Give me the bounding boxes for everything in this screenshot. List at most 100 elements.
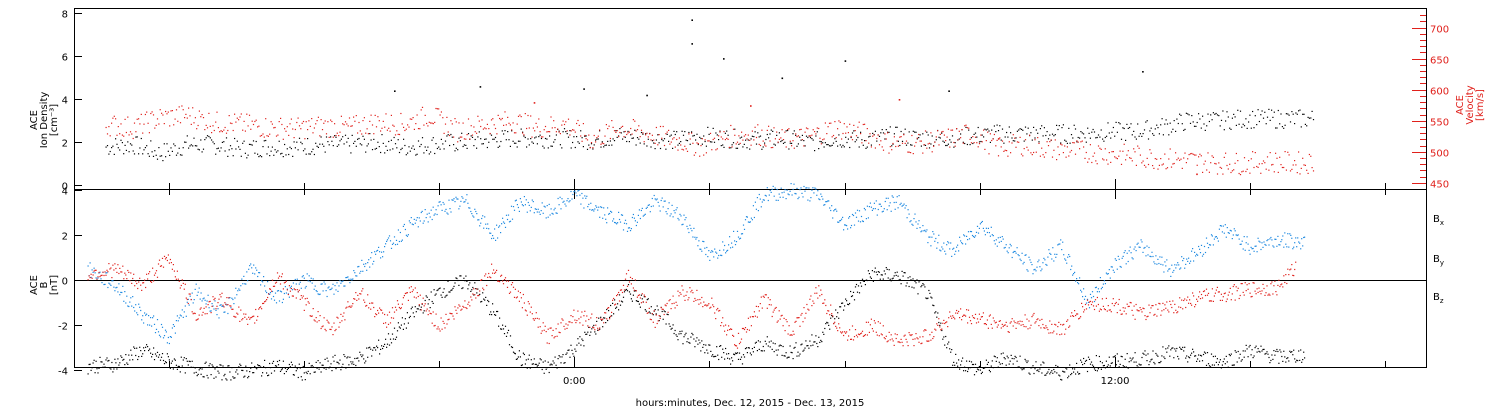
density-point xyxy=(265,139,267,142)
by-point xyxy=(1286,246,1288,248)
density-point xyxy=(711,141,713,143)
by-point xyxy=(779,196,781,198)
velocity-point xyxy=(533,102,536,104)
velocity-point xyxy=(1039,155,1041,157)
bx-point xyxy=(609,316,611,318)
bz-point xyxy=(395,309,398,311)
bx-point xyxy=(951,349,953,351)
density-point xyxy=(1206,125,1208,127)
by-point xyxy=(386,240,388,242)
bx-point xyxy=(966,360,968,362)
bx-point xyxy=(1091,364,1094,366)
bz-point xyxy=(702,306,704,308)
by-point xyxy=(982,227,984,229)
bz-point xyxy=(435,313,437,315)
by-point xyxy=(887,197,889,199)
by-point xyxy=(441,209,443,211)
velocity-point xyxy=(803,145,805,147)
bz-point xyxy=(699,298,701,301)
bx-point xyxy=(948,341,950,343)
bx-point xyxy=(1212,355,1214,358)
bz-point xyxy=(460,309,462,311)
density-point xyxy=(193,137,195,139)
bz-point xyxy=(293,288,295,290)
density-point xyxy=(177,152,179,154)
bx-point xyxy=(1053,368,1055,371)
density-point xyxy=(850,136,852,139)
by-point xyxy=(305,285,307,288)
bx-point xyxy=(571,349,573,351)
bx-point xyxy=(976,368,979,370)
velocity-point xyxy=(1222,173,1224,175)
velocity-point xyxy=(984,148,986,150)
density-point xyxy=(396,147,398,149)
bx-point xyxy=(1271,354,1273,356)
velocity-point xyxy=(887,132,889,134)
by-point xyxy=(277,290,280,292)
bz-point xyxy=(190,299,192,301)
velocity-point xyxy=(334,123,336,125)
bz-point xyxy=(356,299,358,301)
density-point xyxy=(958,138,960,140)
density-point xyxy=(251,144,253,146)
x-tick-label: 12:00 xyxy=(1101,376,1130,387)
by-point xyxy=(812,187,814,189)
by-point xyxy=(1276,245,1278,247)
by-point xyxy=(1049,252,1051,254)
bx-point xyxy=(780,345,782,347)
by-point xyxy=(407,234,409,236)
by-point xyxy=(1053,260,1055,262)
density-point xyxy=(1149,130,1151,132)
bx-point xyxy=(1124,358,1126,360)
velocity-point xyxy=(359,130,361,132)
bz-point xyxy=(500,275,502,277)
velocity-point xyxy=(516,123,518,125)
bx-point xyxy=(1274,354,1276,356)
bx-point xyxy=(184,372,186,374)
by-point xyxy=(935,237,937,240)
bz-point xyxy=(130,272,132,274)
density-point xyxy=(738,143,740,145)
density-point xyxy=(301,143,303,145)
bz-point xyxy=(679,292,681,294)
bx-point xyxy=(828,324,830,326)
bx-point xyxy=(997,366,999,368)
bx-point xyxy=(353,363,355,365)
velocity-point xyxy=(397,133,399,135)
density-point xyxy=(1147,138,1150,140)
density-point xyxy=(1041,125,1043,127)
bx-point xyxy=(449,291,451,293)
density-point xyxy=(724,132,726,134)
bx-point xyxy=(87,373,89,375)
bx-point xyxy=(1103,364,1105,367)
bz-point xyxy=(335,328,337,331)
bx-point xyxy=(1296,359,1298,361)
bz-point xyxy=(349,305,351,307)
bx-point xyxy=(179,371,181,373)
density-point xyxy=(927,134,929,136)
by-point xyxy=(1123,252,1125,254)
bz-point xyxy=(216,305,218,307)
velocity-point xyxy=(182,109,184,111)
by-point xyxy=(388,235,391,237)
bx-point xyxy=(1192,348,1194,350)
bx-point xyxy=(774,343,776,345)
bz-point xyxy=(164,258,167,260)
by-point xyxy=(204,299,206,301)
bx-point xyxy=(169,367,171,369)
bz-point xyxy=(664,304,666,306)
by-point xyxy=(768,194,770,196)
density-point xyxy=(837,145,839,147)
velocity-point xyxy=(1268,169,1270,171)
by-point xyxy=(1166,259,1168,261)
by-point xyxy=(87,265,89,267)
density-point xyxy=(554,139,556,141)
density-point xyxy=(1130,123,1132,125)
density-point xyxy=(969,144,971,146)
density-point xyxy=(517,140,520,142)
bz-point xyxy=(365,305,367,307)
by-point xyxy=(1289,233,1291,235)
bx-point xyxy=(824,327,826,330)
density-point xyxy=(415,154,417,156)
